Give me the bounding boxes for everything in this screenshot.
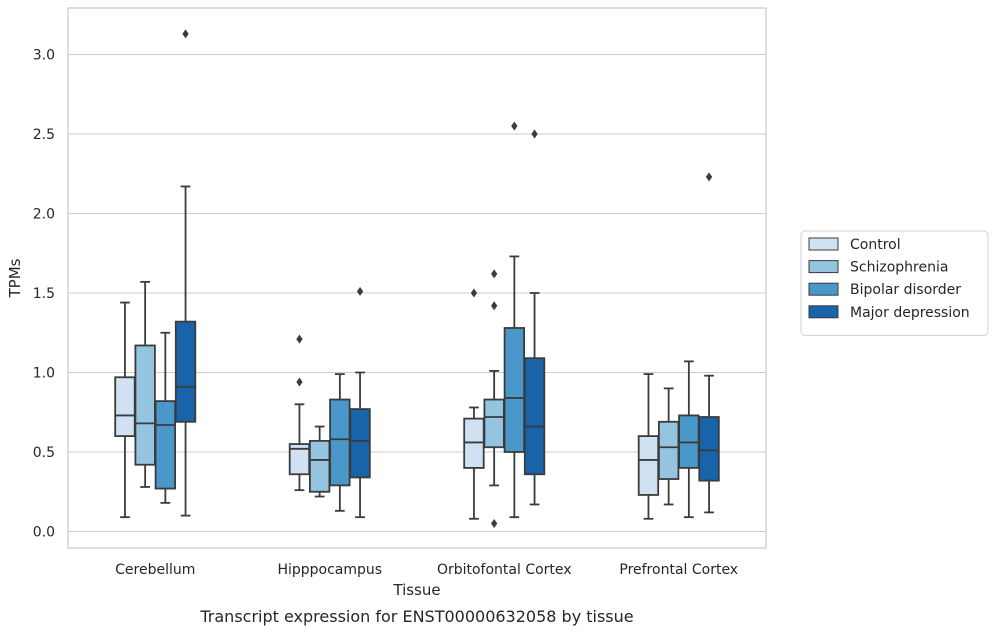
legend-swatch (809, 238, 838, 250)
box-iqr (639, 436, 659, 495)
x-axis-title: Tissue (392, 581, 440, 599)
box-iqr (505, 328, 524, 452)
box-iqr (176, 322, 196, 422)
legend-label: Schizophrenia (850, 260, 948, 276)
x-tick-label: Orbitofontal Cortex (437, 562, 572, 578)
y-tick-label: 2.0 (33, 207, 55, 223)
y-axis-title: TPMs (6, 258, 24, 298)
box-iqr (310, 441, 330, 492)
box-iqr (115, 377, 135, 436)
legend-label: Bipolar disorder (850, 282, 961, 298)
figure-caption: Transcript expression for ENST0000063205… (199, 607, 633, 626)
box-iqr (525, 358, 545, 474)
y-tick-label: 0.0 (33, 525, 55, 541)
y-tick-label: 0.5 (33, 445, 55, 461)
x-tick-label: Prefrontal Cortex (619, 562, 738, 578)
y-tick-label: 1.0 (33, 366, 55, 382)
legend-label: Major depression (850, 305, 970, 321)
y-tick-label: 3.0 (33, 48, 55, 64)
legend-swatch (809, 306, 838, 318)
legend: Control Schizophrenia Bipolar disorder Majo… (801, 231, 988, 335)
x-tick-label: Cerebellum (115, 562, 195, 578)
box-iqr (156, 401, 176, 488)
box-iqr (659, 422, 679, 479)
box-iqr (350, 409, 370, 477)
box-iqr (484, 400, 504, 448)
legend-label: Control (850, 237, 901, 253)
legend-swatch (809, 283, 838, 295)
box-iqr (699, 417, 719, 481)
y-tick-label: 1.5 (33, 286, 55, 302)
box-iqr (135, 345, 155, 464)
y-tick-label: 2.5 (33, 127, 55, 143)
box-iqr (330, 400, 350, 486)
box-plot-chart: 0.0 0.5 1.0 1.5 2.0 2.5 3.0 Cerebellum Hipppoca… (0, 0, 997, 634)
legend-swatch (809, 261, 838, 273)
x-tick-label: Hipppocampus (277, 562, 382, 578)
